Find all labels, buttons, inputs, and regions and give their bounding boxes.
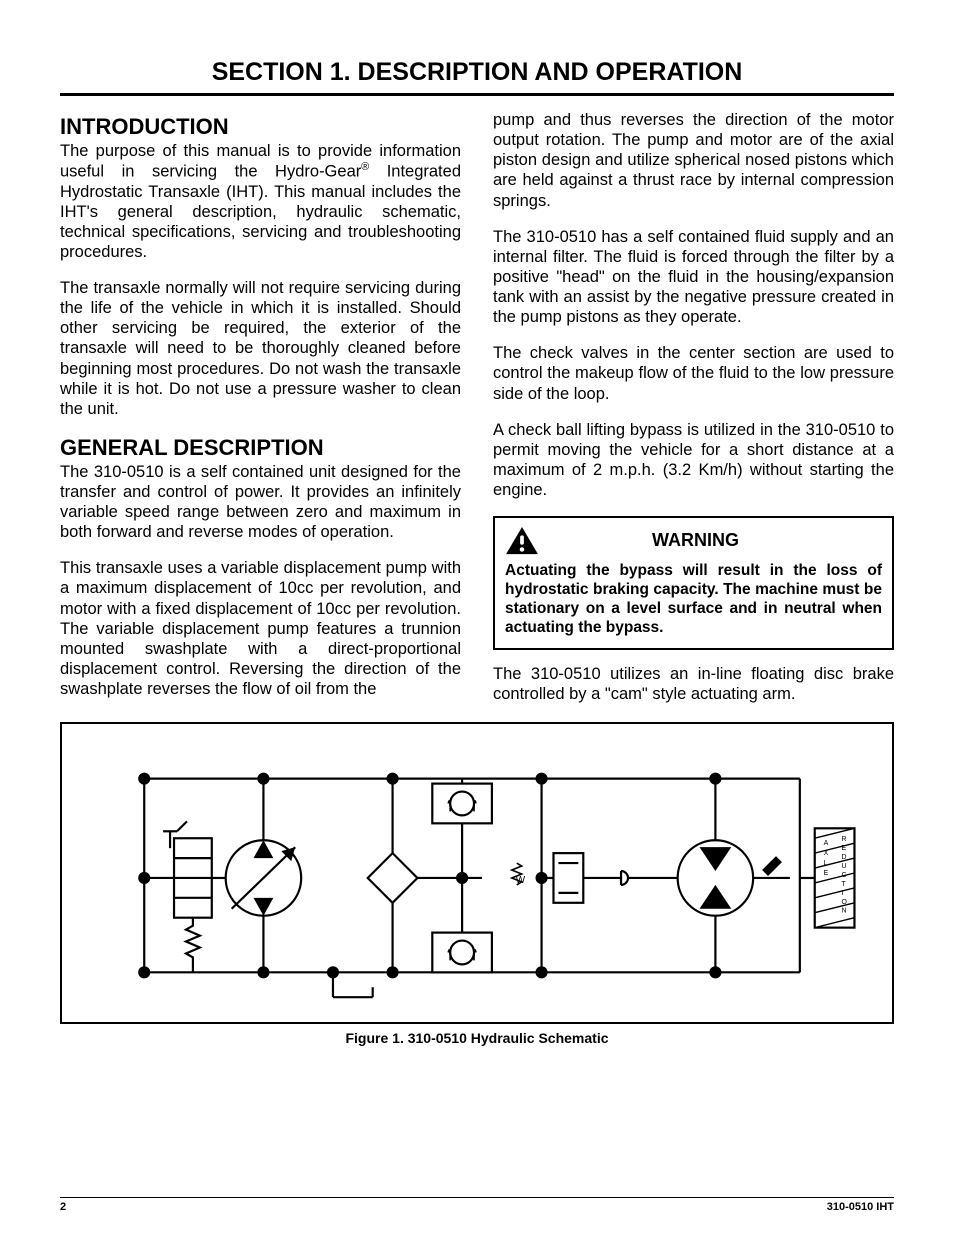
- hydraulic-schematic-figure: W: [60, 722, 894, 1024]
- footer-doc-id: 310-0510 IHT: [827, 1201, 894, 1213]
- gd-para-1: The 310-0510 is a self contained unit de…: [60, 462, 461, 543]
- title-rule: [60, 93, 894, 96]
- warning-body: Actuating the bypass will result in the …: [505, 562, 882, 638]
- svg-text:X: X: [824, 850, 829, 857]
- right-column: pump and thus reverses the direction of …: [493, 110, 894, 704]
- svg-text:L: L: [824, 860, 828, 867]
- svg-text:E: E: [842, 845, 847, 852]
- right-para-5: The 310-0510 utilizes an in-line floatin…: [493, 664, 894, 704]
- right-para-1: pump and thus reverses the direction of …: [493, 110, 894, 211]
- general-description-heading: GENERAL DESCRIPTION: [60, 435, 461, 462]
- right-para-3: The check valves in the center section a…: [493, 343, 894, 403]
- left-column: INTRODUCTION The purpose of this manual …: [60, 110, 461, 704]
- svg-text:N: N: [842, 908, 847, 915]
- warning-header: WARNING: [505, 526, 882, 556]
- figure-caption: Figure 1. 310-0510 Hydraulic Schematic: [60, 1030, 894, 1046]
- registered-mark: ®: [361, 161, 369, 173]
- svg-text:O: O: [842, 899, 848, 906]
- svg-text:A: A: [824, 840, 829, 847]
- svg-text:E: E: [824, 870, 829, 877]
- warning-label: WARNING: [549, 530, 882, 552]
- svg-text:I: I: [842, 890, 844, 897]
- svg-text:W: W: [516, 875, 526, 886]
- right-para-2: The 310-0510 has a self contained fluid …: [493, 227, 894, 328]
- intro-para-1: The purpose of this manual is to provide…: [60, 141, 461, 262]
- gd-para-2: This transaxle uses a variable displacem…: [60, 558, 461, 699]
- svg-text:T: T: [842, 881, 847, 888]
- body-columns: INTRODUCTION The purpose of this manual …: [60, 110, 894, 704]
- intro-para-2: The transaxle normally will not require …: [60, 278, 461, 419]
- svg-text:U: U: [842, 863, 847, 870]
- warning-box: WARNING Actuating the bypass will result…: [493, 516, 894, 650]
- page-footer: 2 310-0510 IHT: [60, 1197, 894, 1213]
- section-title: SECTION 1. DESCRIPTION AND OPERATION: [60, 58, 894, 93]
- warning-icon: [505, 526, 539, 556]
- svg-text:R: R: [842, 836, 847, 843]
- svg-text:D: D: [842, 854, 847, 861]
- hydraulic-schematic-svg: W: [62, 724, 892, 1022]
- page: SECTION 1. DESCRIPTION AND OPERATION INT…: [0, 0, 954, 1235]
- introduction-heading: INTRODUCTION: [60, 114, 461, 141]
- svg-text:C: C: [842, 872, 847, 879]
- footer-page-number: 2: [60, 1201, 66, 1213]
- right-para-4: A check ball lifting bypass is utilized …: [493, 420, 894, 501]
